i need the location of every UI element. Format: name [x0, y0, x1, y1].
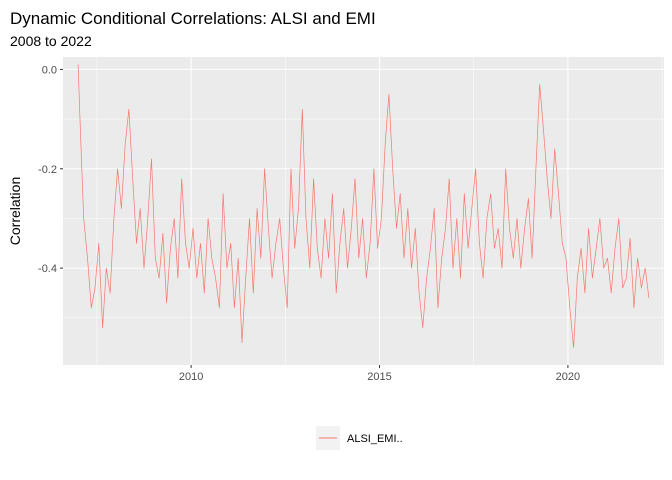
series-layer	[77, 64, 650, 348]
y-tick-label: -0.2	[38, 164, 57, 176]
y-axis: 0.0 -0.2 -0.4	[38, 64, 63, 275]
gridlines	[63, 57, 664, 365]
chart-title: Dynamic Conditional Correlations: ALSI a…	[10, 9, 376, 28]
legend-label: ALSI_EMI..	[347, 433, 403, 445]
y-tick-label: -0.4	[38, 263, 57, 275]
x-axis: 2010 2015 2020	[179, 365, 580, 383]
plot-panel	[63, 57, 664, 365]
y-tick-label: 0.0	[42, 64, 57, 76]
x-tick-label: 2015	[367, 371, 391, 383]
legend: ALSI_EMI..	[316, 426, 403, 450]
y-axis-title: Correlation	[7, 177, 23, 245]
series-line-alsi-emi	[77, 64, 650, 348]
chart-subtitle: 2008 to 2022	[10, 33, 92, 49]
x-tick-label: 2020	[556, 371, 580, 383]
x-tick-label: 2010	[179, 371, 203, 383]
